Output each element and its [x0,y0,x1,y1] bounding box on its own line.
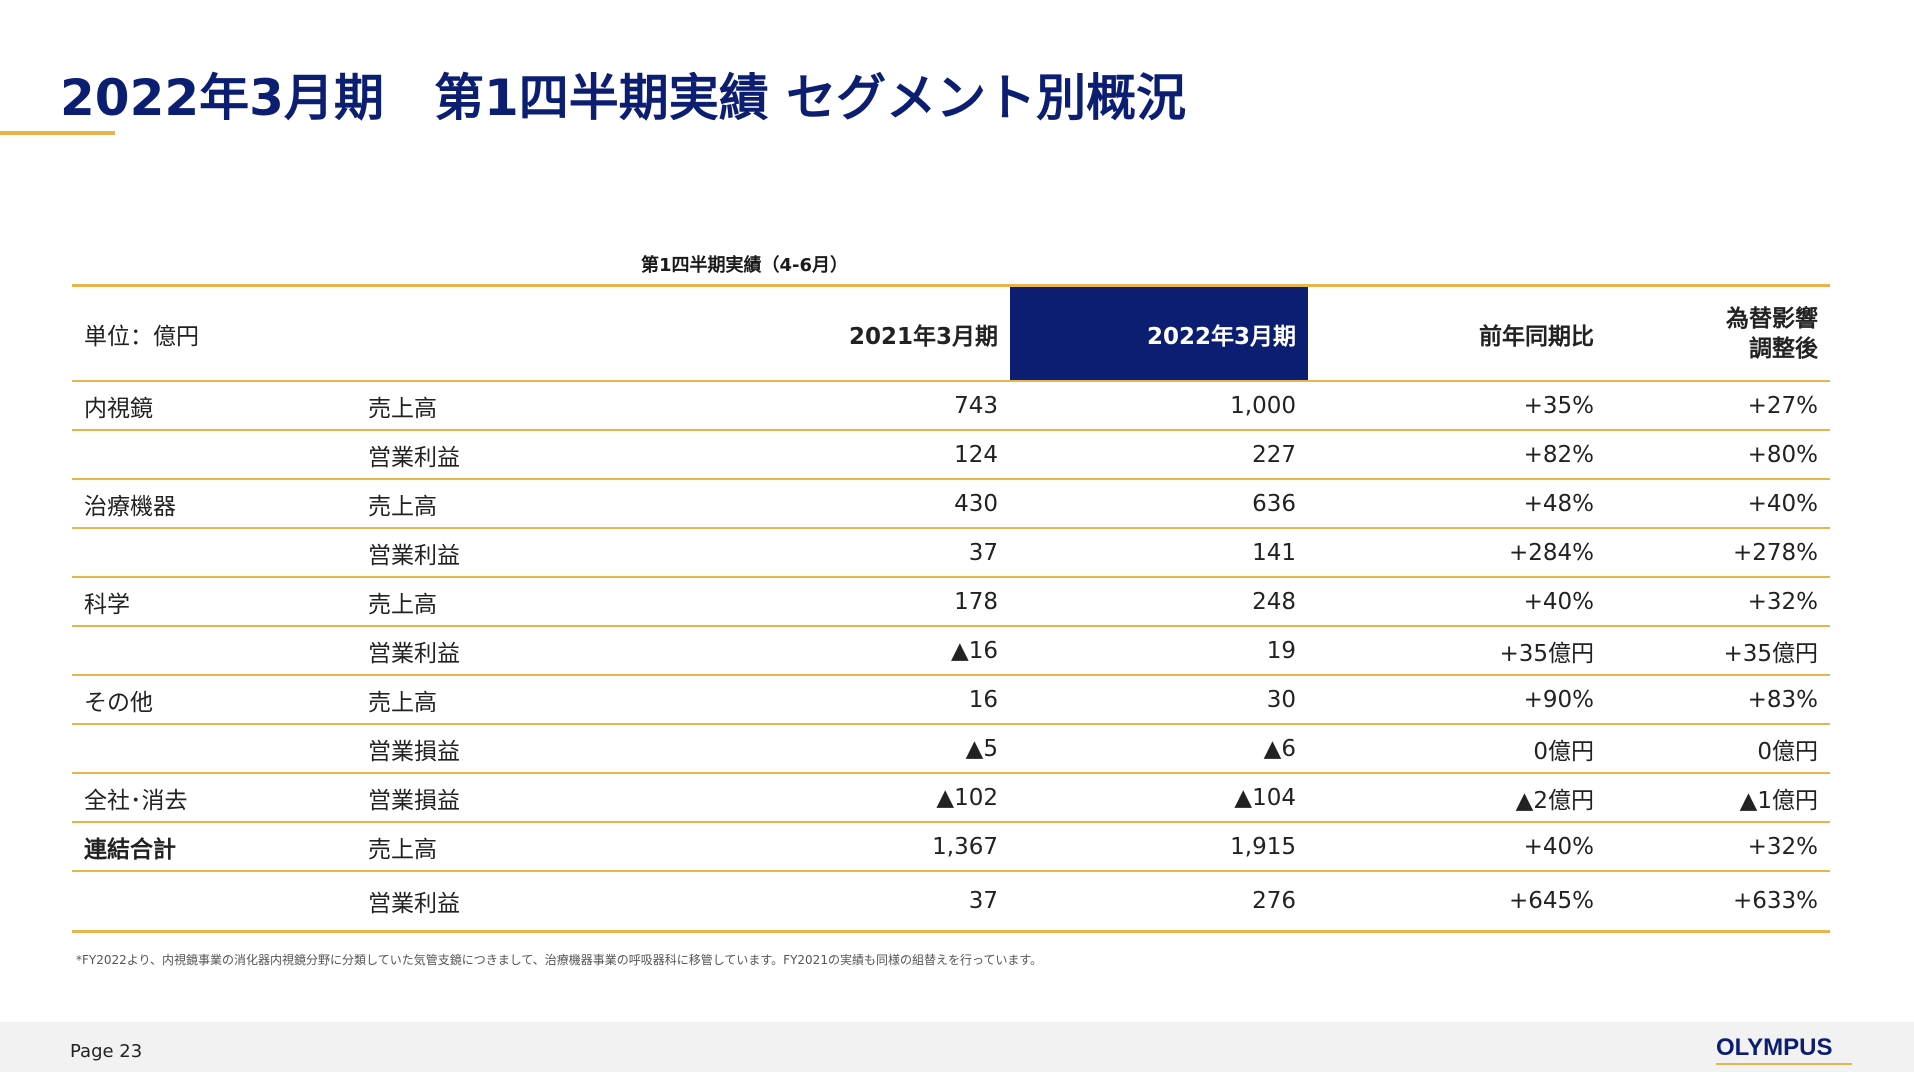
logo-accent-line [1716,1063,1852,1065]
yoy-value: +284% [1308,528,1606,578]
metric-cell: 営業利益 [356,871,640,933]
yoy-value: +82% [1308,430,1606,480]
metric-cell: 営業損益 [356,773,640,823]
curr-value: ▲104 [1010,773,1308,823]
prev-value: ▲102 [640,773,1010,823]
curr-value: 141 [1010,528,1308,578]
segment-cell: 全社･消去 [72,773,356,823]
curr-value: 636 [1010,479,1308,529]
metric-cell: 営業損益 [356,724,640,774]
page-number: Page 23 [70,1041,143,1062]
metric-cell: 売上高 [356,381,640,431]
curr-value: 1,000 [1010,381,1308,431]
header-fy2022: 2022年3月期 [1010,284,1308,382]
metric-cell: 売上高 [356,675,640,725]
table-row: 科学 売上高 178 248 +40% +32% [72,577,1830,627]
table-row: その他 売上高 16 30 +90% +83% [72,675,1830,725]
header-fx-adjusted: 為替影響 調整後 [1606,284,1830,382]
fx-value: 0億円 [1606,724,1830,774]
header-yoy: 前年同期比 [1308,284,1606,382]
fx-value: +32% [1606,822,1830,872]
title-accent-line [0,131,115,135]
curr-value: 1,915 [1010,822,1308,872]
segment-cell [72,871,356,933]
segment-cell: 科学 [72,577,356,627]
metric-cell: 営業利益 [356,528,640,578]
yoy-value: +35億円 [1308,626,1606,676]
segment-cell [72,626,356,676]
table-row: 内視鏡 売上高 743 1,000 +35% +27% [72,381,1830,431]
metric-cell: 売上高 [356,822,640,872]
table-row: 営業損益 ▲5 ▲6 0億円 0億円 [72,724,1830,774]
yoy-value: +645% [1308,871,1606,933]
fx-value: +27% [1606,381,1830,431]
yoy-value: 0億円 [1308,724,1606,774]
table-row: 治療機器 売上高 430 636 +48% +40% [72,479,1830,529]
prev-value: 1,367 [640,822,1010,872]
header-fx-line2: 調整後 [1749,335,1818,362]
curr-value: 30 [1010,675,1308,725]
prev-value: 124 [640,430,1010,480]
fx-value: ▲1億円 [1606,773,1830,823]
fx-value: +83% [1606,675,1830,725]
prev-value: ▲16 [640,626,1010,676]
metric-cell: 営業利益 [356,430,640,480]
fx-value: +35億円 [1606,626,1830,676]
footnote: *FY2022より、内視鏡事業の消化器内視鏡分野に分類していた気管支鏡につきまし… [76,953,1043,967]
table-caption: 第1四半期実績（4-6月） [641,255,849,276]
segment-cell [72,528,356,578]
page-title: 2022年3月期 第1四半期実績 セグメント別概況 [60,69,1187,127]
yoy-value: +40% [1308,577,1606,627]
segment-results-table: 単位：億円 2021年3月期 2022年3月期 前年同期比 為替影響 調整後 内… [72,284,1830,933]
header-fy2021: 2021年3月期 [640,284,1010,382]
yoy-value: +48% [1308,479,1606,529]
table-row: 営業利益 ▲16 19 +35億円 +35億円 [72,626,1830,676]
yoy-value: +90% [1308,675,1606,725]
fx-value: +32% [1606,577,1830,627]
prev-value: ▲5 [640,724,1010,774]
table-header-row: 単位：億円 2021年3月期 2022年3月期 前年同期比 為替影響 調整後 [72,284,1830,382]
segment-cell-consolidated: 連結合計 [72,822,356,872]
segment-cell [72,430,356,480]
segment-cell: 内視鏡 [72,381,356,431]
curr-value: 19 [1010,626,1308,676]
metric-cell: 売上高 [356,479,640,529]
table-row: 連結合計 売上高 1,367 1,915 +40% +32% [72,822,1830,872]
segment-cell: その他 [72,675,356,725]
header-fx-line1: 為替影響 [1726,305,1818,332]
fx-value: +80% [1606,430,1830,480]
olympus-logo: OLYMPUS [1716,1034,1833,1061]
prev-value: 430 [640,479,1010,529]
prev-value: 178 [640,577,1010,627]
segment-cell: 治療機器 [72,479,356,529]
unit-label: 単位：億円 [72,284,356,382]
fx-value: +40% [1606,479,1830,529]
prev-value: 37 [640,528,1010,578]
curr-value: ▲6 [1010,724,1308,774]
yoy-value: +35% [1308,381,1606,431]
curr-value: 276 [1010,871,1308,933]
prev-value: 743 [640,381,1010,431]
yoy-value: +40% [1308,822,1606,872]
table-row: 全社･消去 営業損益 ▲102 ▲104 ▲2億円 ▲1億円 [72,773,1830,823]
fx-value: +633% [1606,871,1830,933]
footer-bar [0,1022,1914,1072]
fx-value: +278% [1606,528,1830,578]
header-blank [356,284,640,382]
table-row: 営業利益 37 276 +645% +633% [72,871,1830,933]
table-row: 営業利益 37 141 +284% +278% [72,528,1830,578]
segment-cell [72,724,356,774]
prev-value: 16 [640,675,1010,725]
yoy-value: ▲2億円 [1308,773,1606,823]
curr-value: 227 [1010,430,1308,480]
prev-value: 37 [640,871,1010,933]
metric-cell: 営業利益 [356,626,640,676]
table-row: 営業利益 124 227 +82% +80% [72,430,1830,480]
metric-cell: 売上高 [356,577,640,627]
curr-value: 248 [1010,577,1308,627]
